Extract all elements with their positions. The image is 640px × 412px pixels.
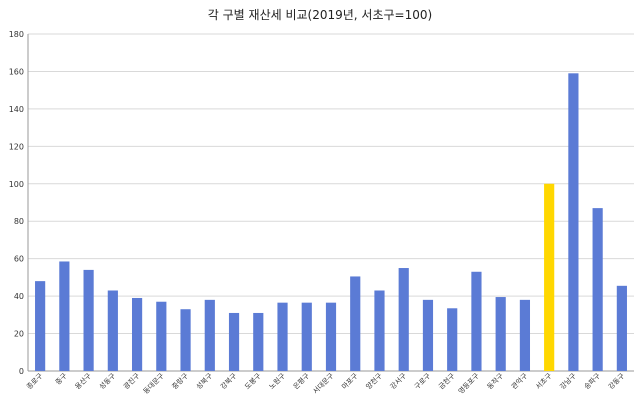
bar [156,301,167,371]
x-tick-label: 영등포구 [456,371,481,396]
x-tick-label: 중랑구 [171,371,191,391]
x-tick-label: 강북구 [218,371,238,391]
x-tick-label: 동작구 [485,371,505,391]
bar [204,299,215,371]
x-tick-label: 종로구 [25,371,45,391]
y-tick-label: 20 [14,330,24,339]
y-tick-label: 160 [9,67,24,76]
x-tick-label: 서대문구 [311,371,336,396]
bar [253,312,264,371]
y-tick-label: 100 [9,180,24,189]
bar [131,297,143,371]
x-tick-label: 서초구 [534,371,554,391]
bar [83,269,94,371]
y-tick-label: 40 [14,292,24,301]
bar [422,299,434,371]
x-tick-label: 마포구 [340,371,360,391]
x-tick-label: 금천구 [437,371,457,391]
bar [568,73,579,372]
x-tick-label: 송파구 [582,371,602,391]
bar [592,208,603,371]
bar [35,281,46,371]
bar [301,302,312,371]
bar [447,308,458,371]
x-tick-label: 양천구 [364,371,384,391]
x-tick-label: 구로구 [413,371,433,391]
x-tick-label: 용산구 [73,371,93,391]
bar [325,302,337,371]
y-tick-label: 140 [9,105,24,114]
x-tick-label: 성동구 [97,371,117,391]
x-tick-label: 중구 [54,371,69,386]
bar [350,276,361,371]
y-tick-label: 60 [14,255,24,264]
bar [59,261,70,371]
bar [180,309,191,371]
bar [519,299,531,371]
bar [398,268,409,371]
bar [544,183,555,371]
bar [471,271,482,371]
bar [107,290,118,371]
bar [374,290,385,371]
x-tick-label: 관악구 [509,371,529,391]
y-tick-label: 180 [9,30,24,39]
bar [228,312,240,371]
y-tick-label: 120 [9,142,24,151]
x-tick-label: 강동구 [606,371,626,391]
bar [277,302,288,371]
x-tick-label: 강남구 [558,371,578,391]
bar [616,285,627,371]
chart-title: 각 구별 재산세 비교(2019년, 서초구=100) [207,8,433,22]
x-tick-label: 은평구 [291,371,311,391]
bar [495,297,506,371]
y-tick-label: 80 [14,217,24,226]
x-tick-label: 광진구 [121,371,141,391]
x-tick-label: 성북구 [194,371,214,391]
y-tick-label: 0 [19,367,24,376]
x-tick-label: 도봉구 [243,371,263,391]
x-tick-label: 강서구 [388,371,408,391]
x-tick-label: 동대문구 [142,371,166,395]
x-tick-label: 노원구 [267,371,287,391]
